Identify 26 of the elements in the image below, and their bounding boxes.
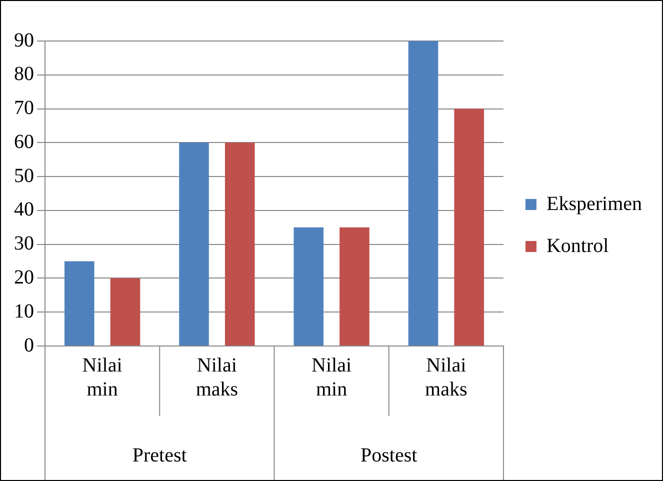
x-tick-label: Nilai maks — [196, 354, 238, 400]
x-tick-label: Nilai min — [82, 354, 123, 400]
y-tick-label: 40 — [14, 198, 34, 221]
bar — [454, 108, 484, 346]
y-tick-label: 30 — [14, 232, 34, 255]
bar — [179, 142, 209, 346]
bar — [110, 278, 140, 346]
y-tick-label: 20 — [14, 266, 34, 288]
y-tick-label: 70 — [14, 97, 34, 120]
bar — [340, 227, 370, 346]
legend-label: Eksperimen — [546, 192, 642, 215]
bar — [408, 41, 438, 346]
y-tick-label: 10 — [14, 300, 34, 322]
bar — [294, 227, 324, 346]
y-tick-label: 90 — [14, 29, 34, 52]
y-tick-label: 0 — [24, 334, 34, 356]
text: Postest — [360, 444, 418, 466]
bar — [64, 261, 94, 346]
bar — [224, 142, 255, 346]
y-tick-label: 80 — [14, 63, 34, 86]
x-tick-label: Nilai min — [312, 354, 352, 400]
text: Pretest — [132, 444, 188, 466]
y-tick-label: 60 — [14, 130, 34, 153]
y-tick-label: 50 — [14, 164, 34, 187]
x-tick-label: Nilai maks — [425, 354, 468, 400]
legend-label: Kontrol — [546, 234, 610, 257]
